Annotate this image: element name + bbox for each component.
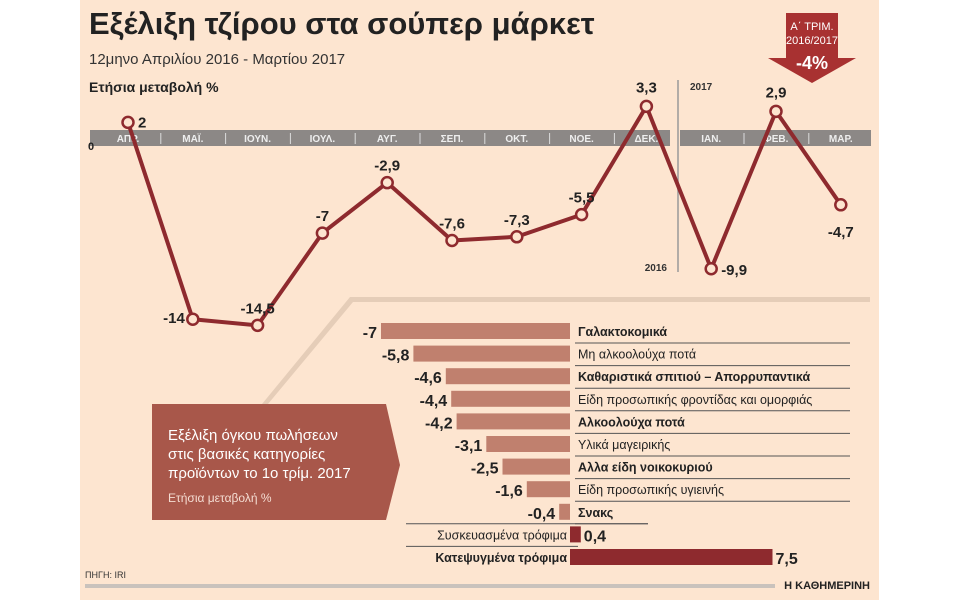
caption-line2: στις βασικές κατηγορίες bbox=[168, 446, 325, 463]
bar-category-label: Κατεψυγμένα τρόφιμα bbox=[435, 551, 567, 565]
badge-value: -4% bbox=[796, 53, 828, 73]
source-label: ΠΗΓΗ: IRI bbox=[85, 570, 126, 580]
page-title: Εξέλιξη τζίρου στα σούπερ μάρκετ bbox=[89, 6, 595, 41]
data-point bbox=[121, 115, 135, 130]
bar-chart-caption-box: Εξέλιξη όγκου πωλήσεων στις βασικές κατη… bbox=[152, 404, 400, 520]
month-tick-label: ΜΑΪ. bbox=[182, 132, 203, 145]
bar-value-label: -4,6 bbox=[414, 370, 442, 387]
bar bbox=[526, 481, 570, 498]
month-tick-label: ΣΕΠ. bbox=[441, 134, 464, 145]
bar-value-label: -7 bbox=[363, 325, 377, 342]
month-tick-label: ΔΕΚ. bbox=[634, 134, 658, 145]
caption-line1: Εξέλιξη όγκου πωλήσεων bbox=[168, 427, 338, 444]
bar-category-label: Υλικά μαγειρικής bbox=[578, 438, 670, 452]
caption-subtitle: Ετήσια μεταβολή % bbox=[168, 491, 272, 505]
data-point bbox=[445, 233, 459, 248]
data-point bbox=[769, 104, 783, 119]
bar-category-label: Καθαριστικά σπιτιού – Απορρυπαντικά bbox=[578, 370, 810, 384]
bar-category-label: Αλλα είδη νοικοκυριού bbox=[578, 461, 713, 475]
bar-category-label: Συσκευασμένα τρόφιμα bbox=[437, 528, 567, 542]
data-label: 2 bbox=[138, 114, 146, 131]
bar-category-label: Μη αλκοολούχα ποτά bbox=[578, 348, 696, 362]
bar-category-label: Είδη προσωπικής υγιεινής bbox=[578, 483, 724, 497]
bar bbox=[570, 526, 581, 543]
month-tick-label: ΜΑΡ. bbox=[829, 134, 853, 145]
footer-rule bbox=[85, 584, 775, 588]
year-2016-label: 2016 bbox=[645, 263, 668, 274]
month-tick-label: ΙΟΥΝ. bbox=[244, 134, 271, 145]
data-label: -5,5 bbox=[569, 190, 595, 207]
data-point bbox=[510, 230, 524, 244]
bar-value-label: -1,6 bbox=[495, 483, 523, 500]
data-point bbox=[380, 175, 394, 190]
series-line bbox=[126, 104, 843, 328]
data-label: 3,3 bbox=[636, 79, 657, 96]
caption-line3: προϊόντων το 1ο τρίμ. 2017 bbox=[168, 465, 351, 482]
bar-value-label: 0,4 bbox=[584, 528, 606, 545]
data-point bbox=[704, 262, 718, 276]
data-label: -9,9 bbox=[721, 262, 747, 279]
bar bbox=[570, 549, 773, 565]
bar-category-label: Είδη προσωπικής φροντίδας και ομορφιάς bbox=[578, 393, 812, 407]
bar-category-label: Γαλακτοκομικά bbox=[578, 325, 667, 339]
down-arrow-icon bbox=[768, 13, 856, 83]
month-tick-label: ΦΕΒ. bbox=[764, 134, 789, 145]
quarter-badge: Α΄ ΤΡΙΜ. 2016/2017 -4% bbox=[768, 13, 856, 83]
bar bbox=[559, 503, 570, 520]
brand-logo: Η ΚΑΘΗΜΕΡΙΝΗ bbox=[784, 580, 870, 592]
month-tick-label: ΙΟΥΛ. bbox=[310, 134, 336, 145]
data-point bbox=[186, 312, 200, 326]
badge-line1: Α΄ ΤΡΙΜ. bbox=[790, 21, 833, 33]
zero-label: 0 bbox=[88, 141, 94, 153]
data-label: -7,3 bbox=[504, 212, 530, 229]
data-point bbox=[250, 318, 265, 333]
bar-value-label: -4,4 bbox=[420, 393, 448, 410]
bar-value-label: -5,8 bbox=[382, 348, 410, 365]
bar-category-label: Αλκοολούχα ποτά bbox=[578, 415, 685, 429]
bar-value-label: 7,5 bbox=[776, 551, 798, 568]
month-tick-label: ΙΑΝ. bbox=[701, 134, 721, 145]
month-tick-label: ΑΠΡ. bbox=[117, 134, 140, 145]
data-point bbox=[639, 99, 654, 114]
data-label: -7 bbox=[316, 208, 329, 225]
bar bbox=[451, 390, 570, 407]
data-label: -14 bbox=[163, 310, 185, 327]
data-point bbox=[315, 226, 330, 240]
month-tick-label: ΟΚΤ. bbox=[505, 134, 528, 145]
bar-value-label: -0,4 bbox=[528, 506, 556, 523]
month-band-2017 bbox=[680, 130, 871, 146]
bar bbox=[413, 345, 570, 362]
subtitle: 12μηνο Απριλίου 2016 - Μαρτίου 2017 bbox=[89, 51, 345, 68]
bar-value-label: -2,5 bbox=[471, 461, 499, 478]
bar-category-label: Σνακς bbox=[578, 506, 613, 520]
month-band-2016 bbox=[90, 130, 670, 146]
data-label: 2,9 bbox=[766, 84, 787, 101]
bar bbox=[456, 413, 570, 430]
bar bbox=[502, 458, 570, 475]
year-2017-label: 2017 bbox=[690, 82, 713, 93]
data-label: -4,7 bbox=[828, 224, 854, 241]
bar bbox=[486, 436, 570, 452]
data-label: -14,5 bbox=[240, 300, 274, 317]
bar-value-label: -4,2 bbox=[425, 415, 453, 432]
y-axis-label: Ετήσια μεταβολή % bbox=[89, 79, 219, 95]
data-label: -2,9 bbox=[374, 158, 400, 175]
bar-value-label: -3,1 bbox=[455, 438, 483, 455]
month-tick-label: ΑΥΓ. bbox=[377, 134, 398, 145]
bar bbox=[381, 323, 570, 339]
data-point bbox=[834, 198, 848, 212]
month-tick-label: ΝΟΕ. bbox=[569, 134, 594, 145]
badge-line2: 2016/2017 bbox=[786, 35, 838, 47]
data-point bbox=[574, 207, 589, 222]
data-label: -7,6 bbox=[439, 215, 465, 232]
bar bbox=[445, 368, 570, 385]
